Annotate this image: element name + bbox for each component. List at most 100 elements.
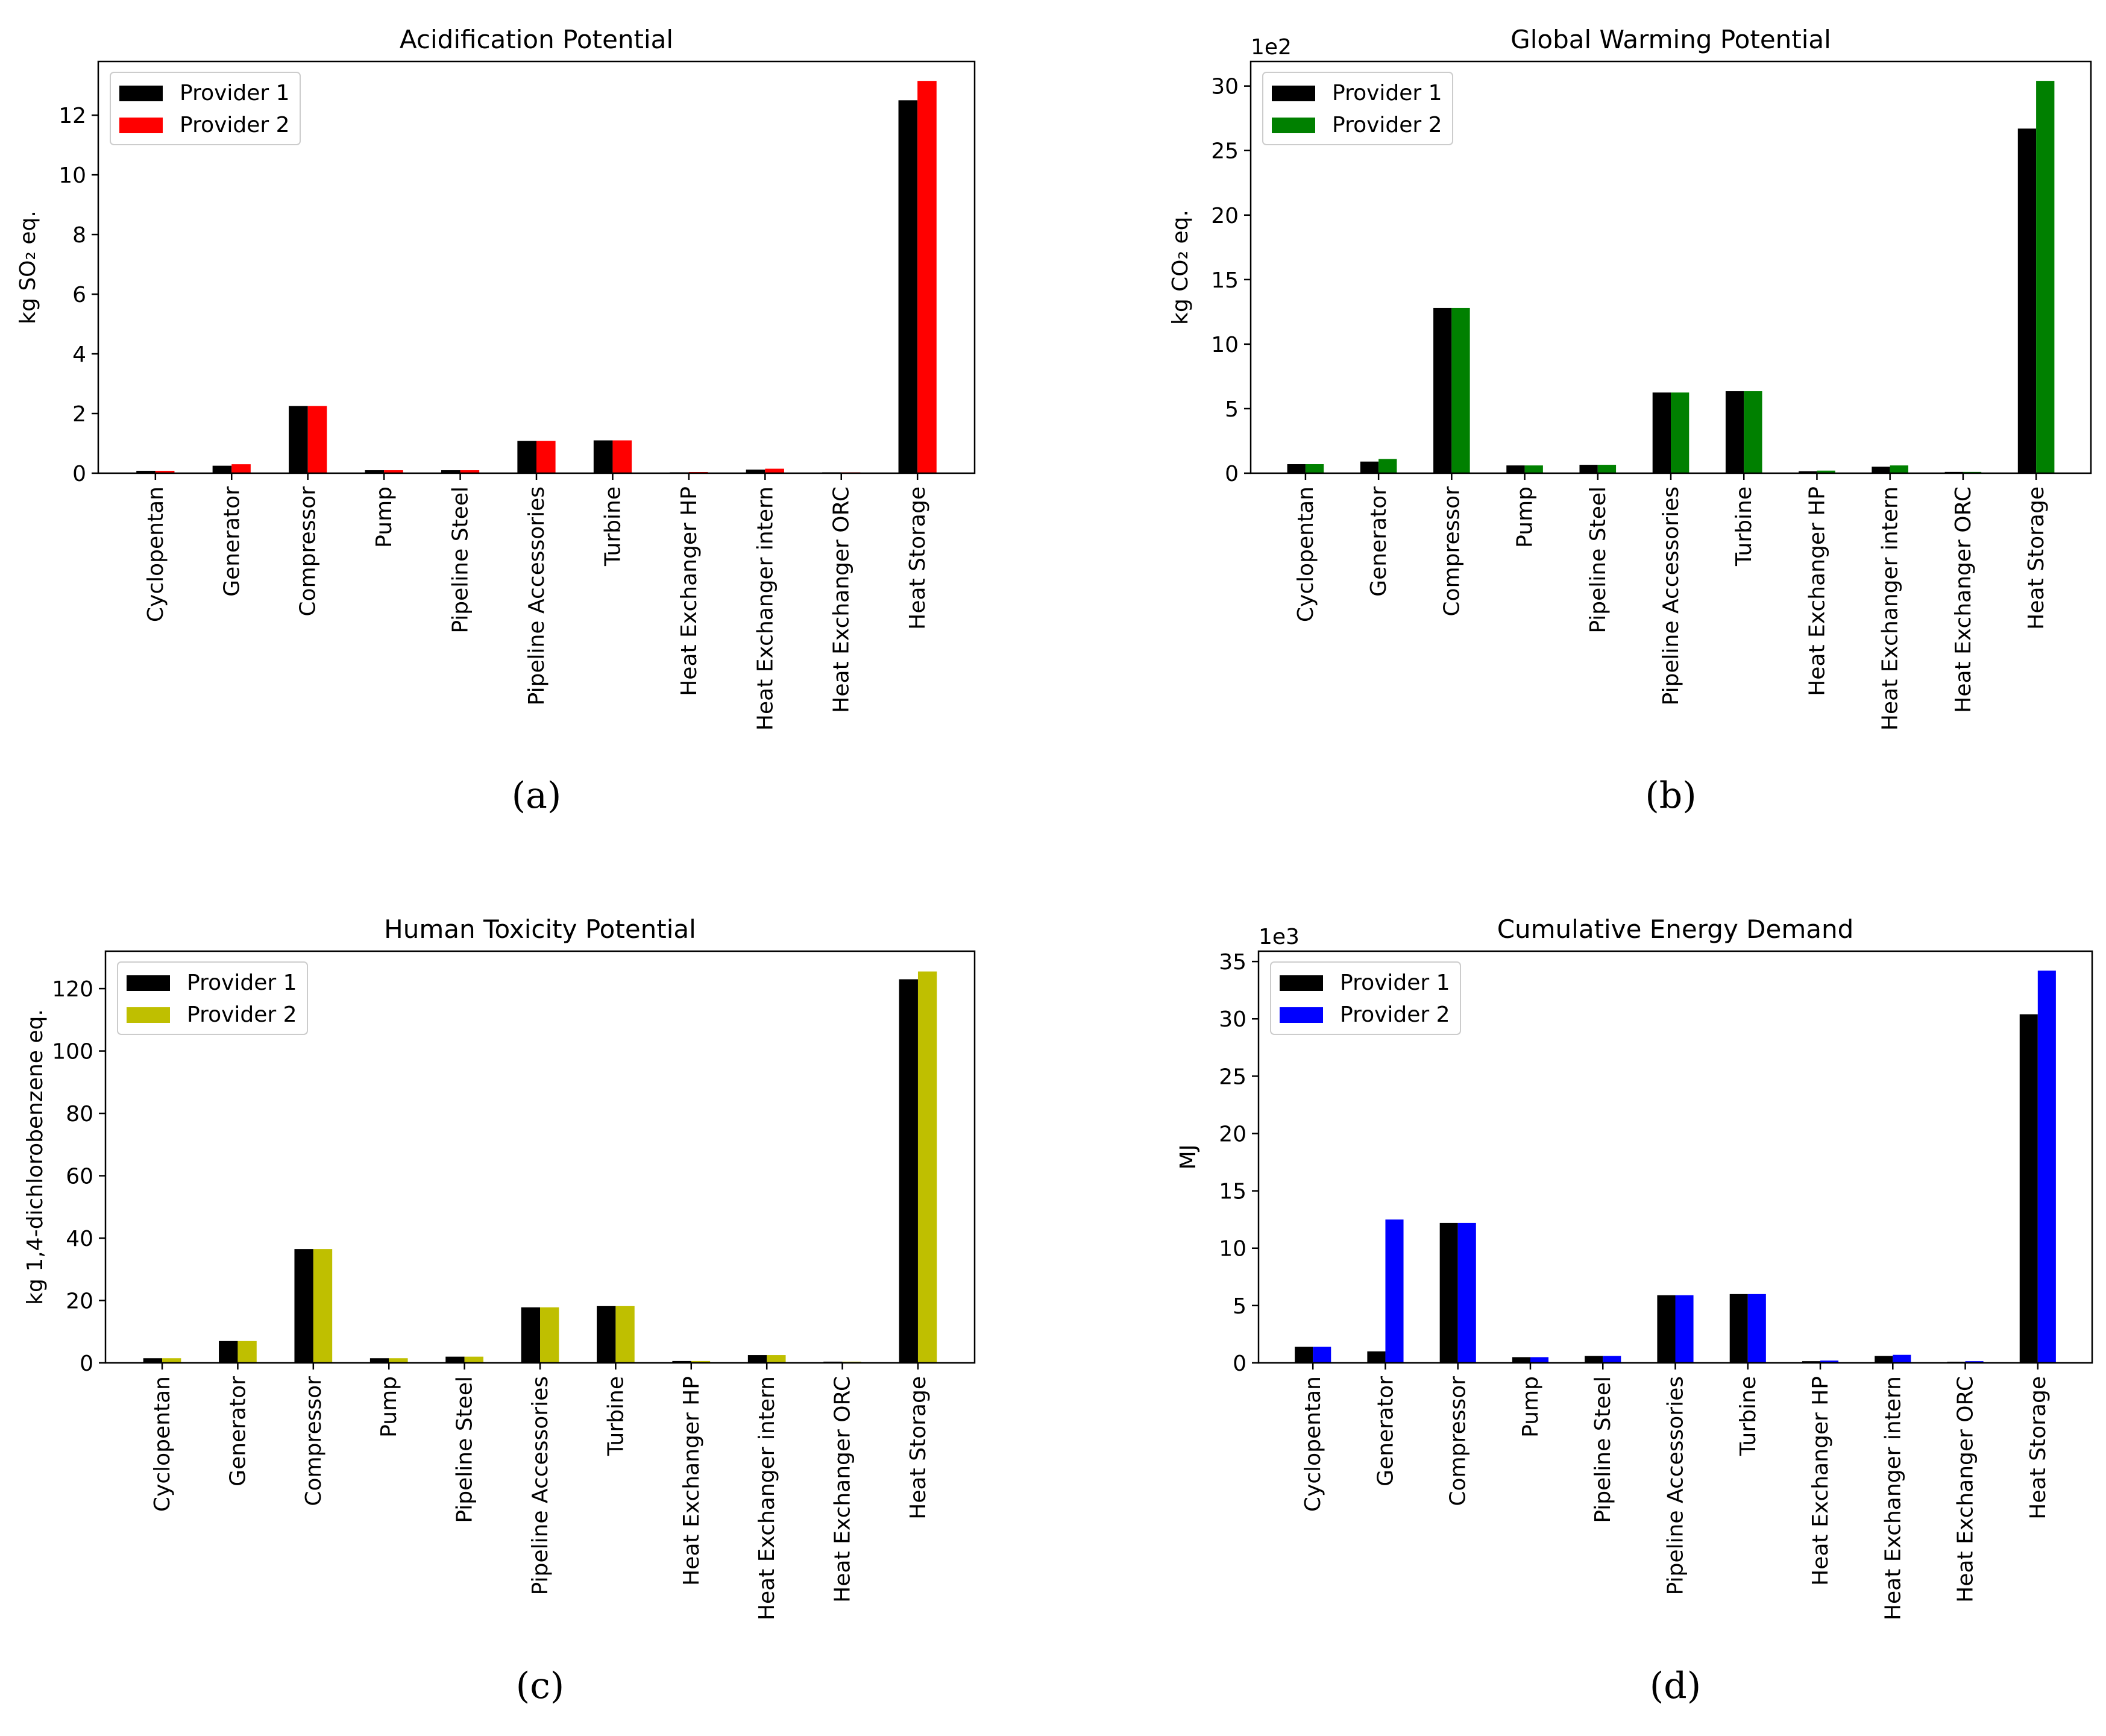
- y-tick-label: 20: [1219, 1122, 1246, 1146]
- y-tick-label: 120: [52, 977, 93, 1002]
- legend-swatch-2: [127, 1007, 170, 1023]
- y-axis-label: kg CO₂ eq.: [1168, 210, 1193, 325]
- bar-1-2: [1360, 461, 1379, 473]
- y-tick-label: 25: [1219, 1065, 1246, 1089]
- bar-1-8: [1802, 1361, 1821, 1363]
- y-tick-label: 40: [66, 1227, 93, 1251]
- y-tick-label: 20: [66, 1289, 93, 1314]
- bar-1-7: [1725, 391, 1744, 473]
- bar-1-2: [212, 465, 232, 473]
- y-tick-label: 10: [1219, 1237, 1246, 1262]
- x-tick-label: Heat Exchanger ORC: [829, 486, 854, 713]
- bar-2-11: [917, 971, 937, 1363]
- x-tick-label: Cyclopentan: [1301, 1376, 1325, 1512]
- bar-1-11: [899, 979, 918, 1363]
- legend: Provider 1 Provider 2: [1270, 961, 1461, 1035]
- legend-swatch-1: [1272, 86, 1315, 101]
- x-tick-label: Compressor: [296, 486, 321, 617]
- y-tick-label: 15: [1219, 1180, 1246, 1204]
- panel-caption: (b): [1645, 775, 1696, 817]
- x-tick-label: Pump: [377, 1376, 401, 1438]
- bar-1-4: [369, 1358, 389, 1363]
- panel-caption: (c): [516, 1665, 564, 1707]
- chart-title: Global Warming Potential: [1510, 25, 1831, 54]
- bar-1-7: [597, 1306, 616, 1363]
- legend-swatch-2: [119, 118, 163, 133]
- plot-frame: [1257, 950, 2093, 1364]
- x-tick-label: Pump: [1513, 486, 1538, 548]
- plot-frame: [104, 950, 976, 1364]
- legend-label-1: Provider 1: [1340, 970, 1450, 995]
- bar-1-11: [2019, 1014, 2038, 1363]
- legend-label-2: Provider 2: [180, 113, 290, 137]
- legend-label-1: Provider 1: [187, 970, 297, 995]
- x-tick-label: Heat Storage: [906, 1376, 931, 1520]
- y-tick-label: 0: [80, 1351, 93, 1376]
- bar-2-7: [612, 440, 632, 473]
- x-tick-label: Turbine: [1732, 486, 1756, 567]
- y-tick-label: 5: [1233, 1294, 1246, 1319]
- bar-1-9: [1872, 467, 1890, 473]
- x-tick-label: Turbine: [1736, 1376, 1761, 1456]
- bar-2-8: [1817, 470, 1835, 473]
- x-tick-label: Heat Exchanger intern: [1881, 1376, 1905, 1620]
- x-tick-label: Pipeline Steel: [1586, 486, 1611, 634]
- x-tick-label: Compressor: [1446, 1376, 1471, 1506]
- legend: Provider 1 Provider 2: [117, 961, 308, 1035]
- y-tick-label: 5: [1225, 397, 1239, 422]
- bar-1-4: [1506, 465, 1525, 473]
- bar-1-11: [2017, 128, 2037, 474]
- x-tick-label: Cyclopentan: [150, 1376, 175, 1512]
- x-tick-label: Cyclopentan: [143, 486, 168, 622]
- bar-1-6: [521, 1307, 540, 1363]
- bar-2-9: [1890, 465, 1908, 473]
- legend: Provider 1 Provider 2: [110, 72, 301, 145]
- bar-2-3: [1451, 307, 1470, 473]
- bar-2-4: [384, 470, 403, 473]
- legend-label-1: Provider 1: [180, 81, 290, 105]
- x-tick-label: Heat Exchanger HP: [1808, 1376, 1833, 1586]
- x-tick-label: Pipeline Accessories: [1659, 486, 1683, 705]
- bar-1-6: [517, 441, 536, 473]
- y-tick-label: 0: [72, 462, 86, 486]
- bar-1-3: [1439, 1222, 1458, 1363]
- panel-caption: (d): [1650, 1665, 1701, 1707]
- bar-1-8: [1799, 471, 1817, 473]
- bar-2-2: [1385, 1219, 1404, 1363]
- bar-2-5: [1597, 465, 1617, 473]
- bar-2-6: [1675, 1295, 1694, 1363]
- bar-2-2: [237, 1341, 257, 1363]
- x-tick-label: Heat Exchanger intern: [755, 1376, 779, 1620]
- legend-swatch-1: [119, 86, 163, 101]
- bar-1-4: [1512, 1357, 1530, 1363]
- bar-1-5: [441, 470, 460, 473]
- y-tick-label: 8: [72, 223, 86, 248]
- y-tick-label: 25: [1211, 139, 1239, 164]
- bar-2-5: [464, 1356, 483, 1363]
- bar-2-2: [1378, 459, 1397, 473]
- bar-1-1: [1287, 464, 1306, 473]
- legend-swatch-1: [127, 975, 170, 991]
- bar-2-6: [540, 1307, 559, 1363]
- bar-1-11: [898, 100, 918, 474]
- x-tick-label: Pipeline Accessories: [528, 1376, 553, 1595]
- legend-swatch-2: [1272, 118, 1315, 133]
- bar-2-2: [231, 464, 251, 473]
- bar-2-7: [615, 1306, 635, 1363]
- bar-2-4: [1524, 465, 1543, 473]
- y-tick-label: 12: [58, 104, 86, 128]
- x-tick-label: Pump: [1518, 1376, 1543, 1438]
- y-tick-label: 60: [66, 1165, 93, 1189]
- bar-1-7: [593, 440, 613, 473]
- y-tick-label: 100: [52, 1040, 93, 1065]
- x-tick-label: Heat Storage: [2026, 1376, 2051, 1520]
- bar-2-11: [2036, 81, 2055, 473]
- bar-2-1: [1305, 464, 1324, 473]
- bar-1-5: [1579, 465, 1598, 473]
- y-tick-label: 0: [1233, 1351, 1246, 1376]
- y-tick-label: 2: [72, 402, 86, 427]
- bar-2-1: [162, 1358, 181, 1363]
- bar-1-8: [672, 1360, 691, 1363]
- bar-2-8: [1820, 1360, 1839, 1363]
- x-tick-label: Generator: [225, 1376, 250, 1486]
